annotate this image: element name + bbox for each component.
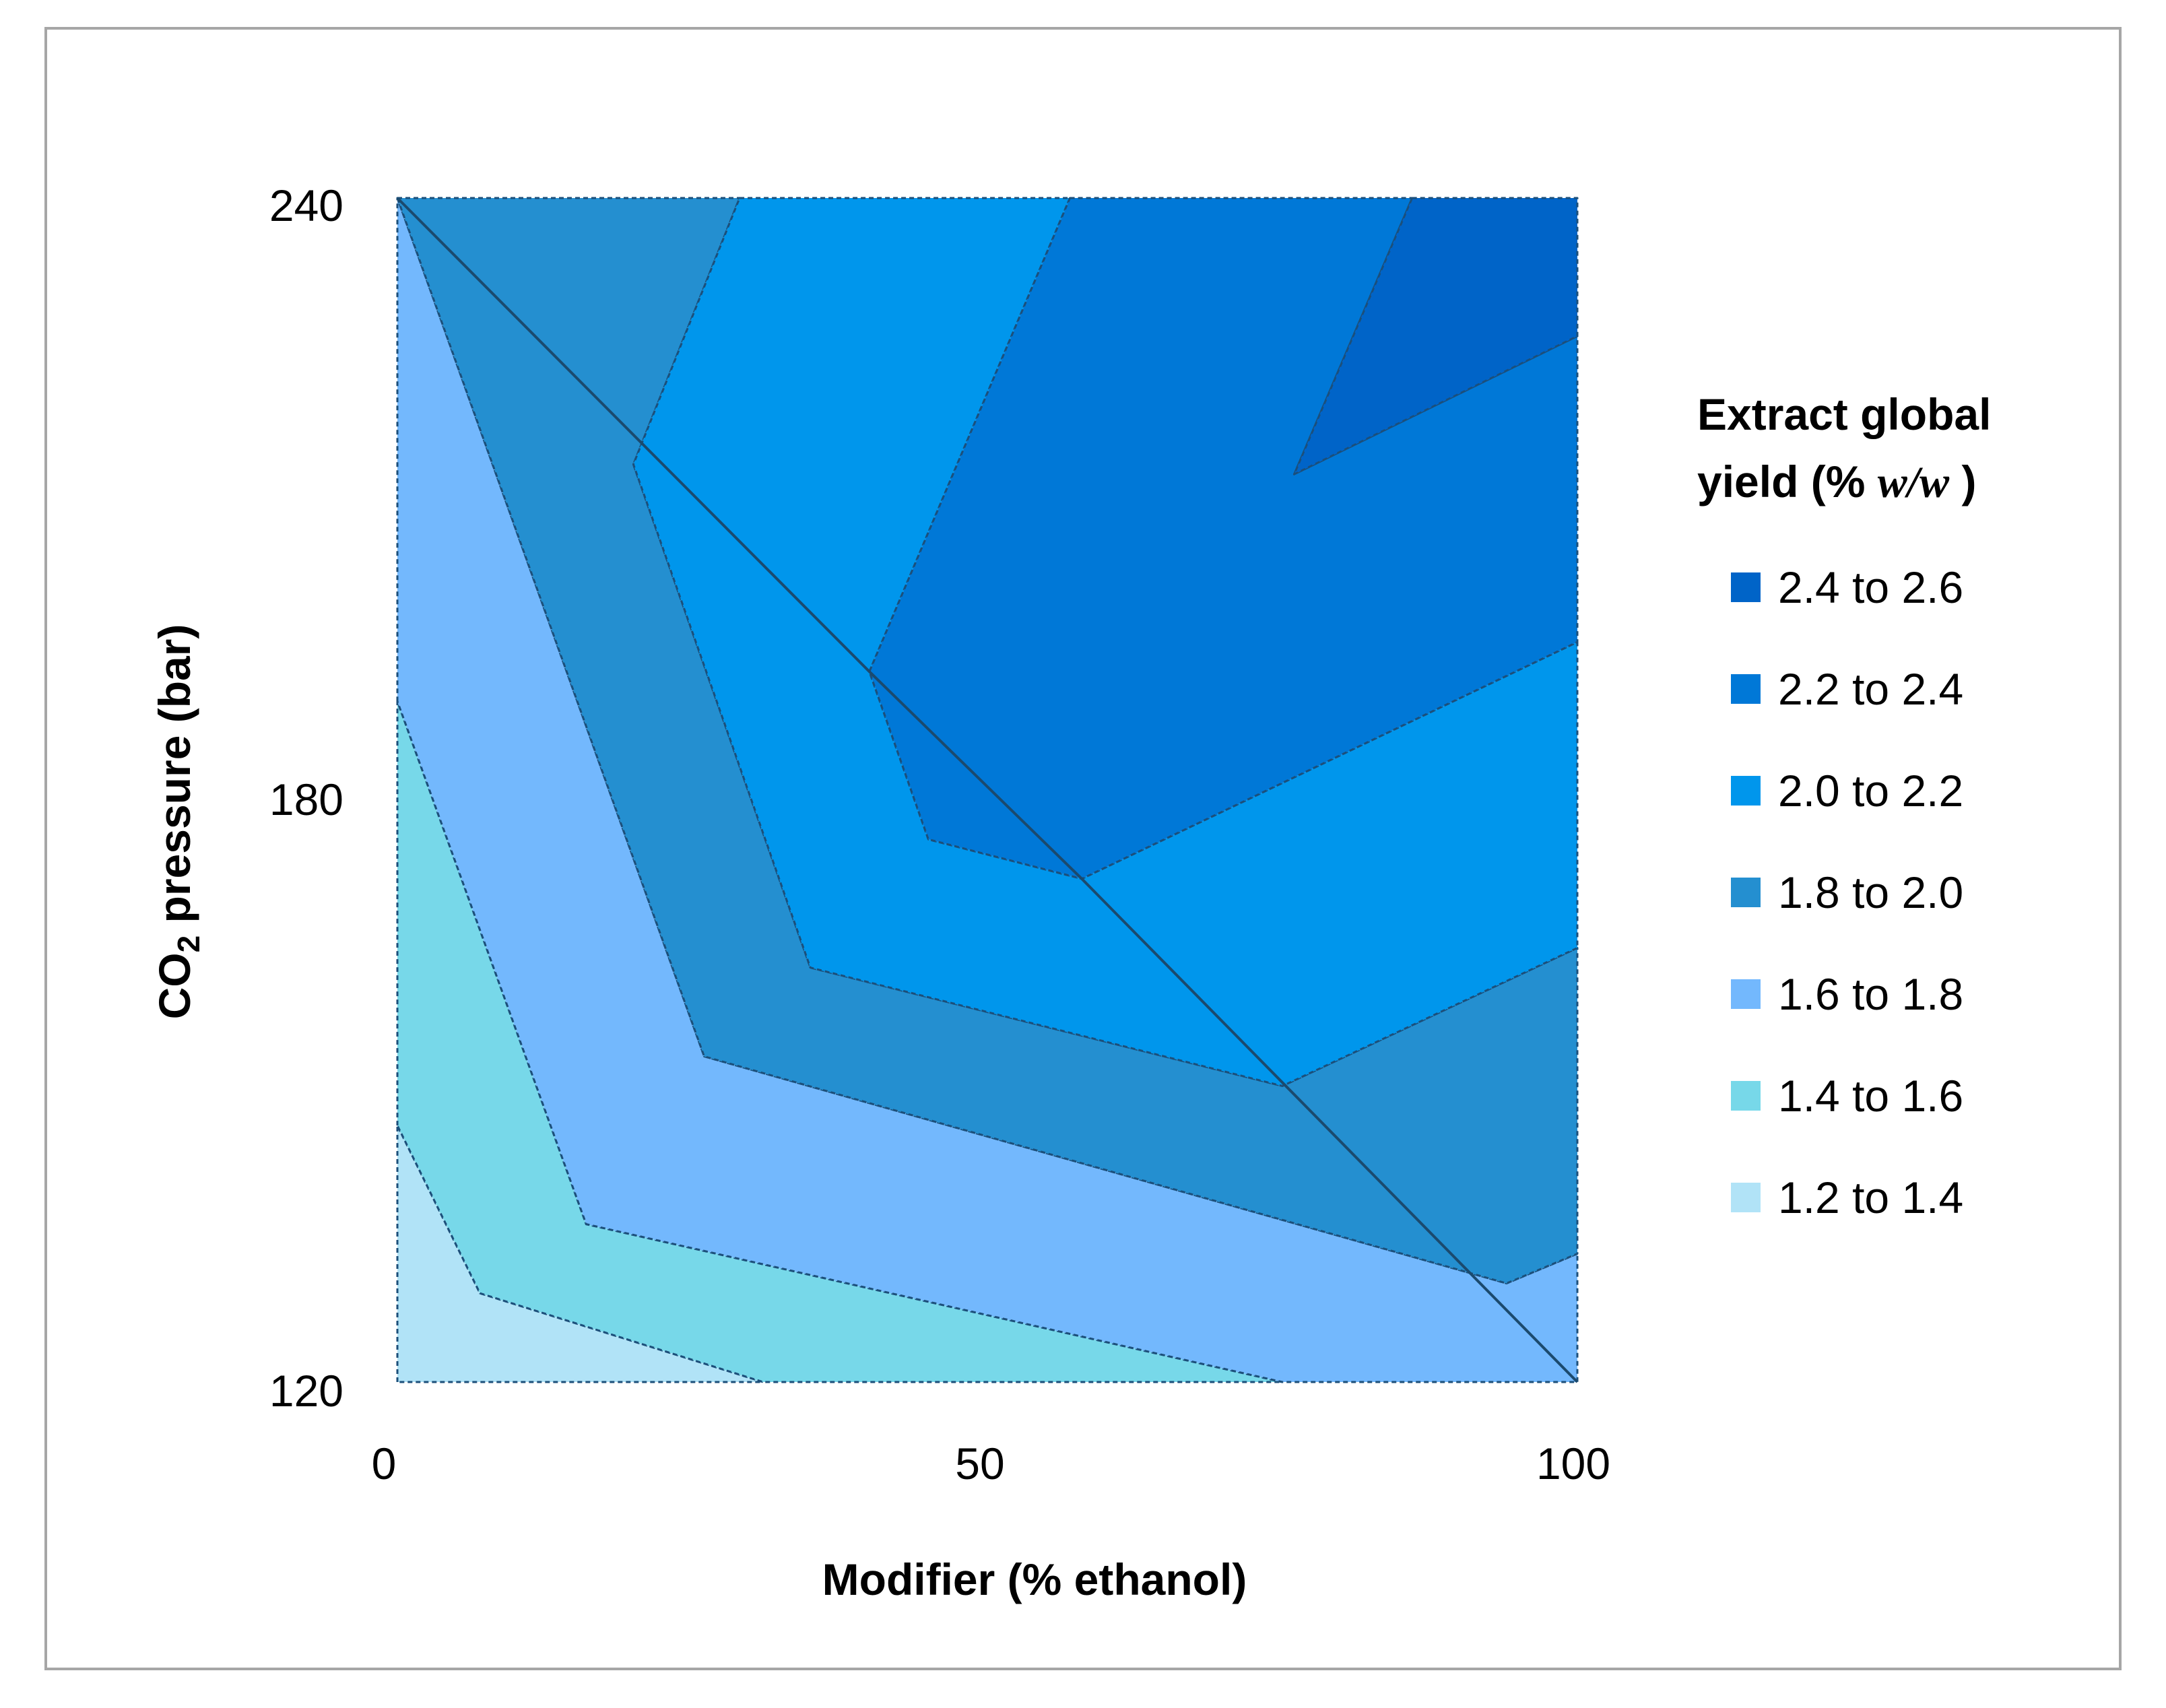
- legend-swatch: [1731, 1183, 1761, 1212]
- legend-swatch: [1731, 776, 1761, 806]
- x-tick-label: 0: [372, 1439, 397, 1488]
- legend-label: 1.2 to 1.4: [1778, 1173, 1963, 1222]
- y-tick-label: 180: [269, 775, 343, 824]
- legend-swatch: [1731, 878, 1761, 907]
- x-tick-label: 50: [955, 1439, 1004, 1488]
- legend: 2.4 to 2.6 2.2 to 2.4 2.0 to 2.2 1.8 to 2.0…: [1731, 562, 1963, 1222]
- plot-area: [396, 197, 1579, 1383]
- legend-swatch: [1731, 572, 1761, 602]
- contour-region: [396, 197, 1579, 1383]
- y-tick-label: 240: [269, 180, 343, 230]
- legend-swatch: [1731, 674, 1761, 704]
- legend-label: 1.4 to 1.6: [1778, 1071, 1963, 1121]
- x-tick-label: 100: [1536, 1439, 1610, 1488]
- x-axis-title: Modifier (% ethanol): [822, 1554, 1247, 1604]
- legend-title: Extract global: [1697, 389, 1991, 439]
- legend-label: 2.2 to 2.4: [1778, 664, 1963, 714]
- legend-label: 1.6 to 1.8: [1778, 969, 1963, 1019]
- contour-region: [868, 197, 1579, 880]
- contour-ridge-line: [396, 197, 1579, 1383]
- legend-label: 1.8 to 2.0: [1778, 867, 1963, 917]
- y-axis-title: CO2 pressure (bar): [150, 624, 206, 1020]
- legend-swatch: [1731, 1081, 1761, 1111]
- legend-swatch: [1731, 979, 1761, 1009]
- contour-region: [396, 1124, 764, 1383]
- legend-label: 2.4 to 2.6: [1778, 562, 1963, 612]
- contour-region: [1293, 197, 1579, 475]
- legend-label: 2.0 to 2.2: [1778, 766, 1963, 816]
- y-tick-label: 120: [269, 1366, 343, 1416]
- legend-title: yield (% w/w ): [1697, 457, 1976, 507]
